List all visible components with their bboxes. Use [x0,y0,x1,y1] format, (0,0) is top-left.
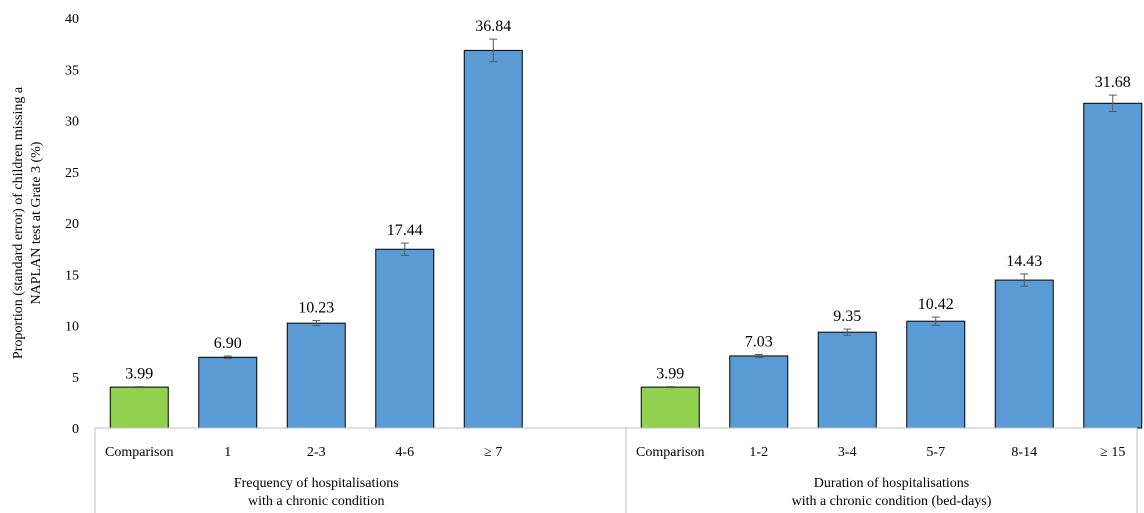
y-tick-label: 20 [65,217,79,232]
y-axis-label: Proportion (standard error) of children … [11,86,44,359]
data-label: 31.68 [1095,74,1131,91]
error-bar [754,353,763,358]
y-tick-label: 10 [65,320,79,335]
y-tick-label: 5 [72,371,79,386]
category-label: 8-14 [1011,445,1037,460]
bar [994,279,1054,429]
error-bar [400,242,409,256]
bar [109,386,169,429]
group-label: with a chronic condition [248,494,384,509]
category-label: ≥ 15 [1100,445,1125,460]
error-bar [223,355,232,360]
data-label: 10.23 [298,300,334,317]
bar [729,355,789,429]
group-label: Frequency of hospitalisations [234,476,399,491]
category-label: 1 [224,445,231,460]
data-label: 36.84 [475,18,511,35]
y-tick-label: 25 [65,166,79,181]
y-tick-label: 40 [65,12,79,27]
bar [1083,102,1143,429]
bar [286,322,346,429]
error-bar [666,386,675,389]
group-label: Duration of hospitalisations [814,476,970,491]
data-label: 6.90 [214,335,242,352]
category-label: Comparison [636,445,704,460]
error-bar [1108,94,1117,112]
data-label: 7.03 [745,333,773,350]
error-bar [135,386,144,389]
error-bar [843,328,852,336]
y-axis-label-line-2: NAPLAN test at Grate 3 (%) [29,141,44,304]
data-label: 3.99 [656,366,684,383]
data-label: 10.42 [918,296,954,313]
bars [109,38,1143,429]
y-axis-label-line-1: Proportion (standard error) of children … [11,86,26,359]
group-label: with a chronic condition (bed-days) [792,494,992,509]
bar [463,49,523,429]
y-axis-ticks: 0 5 10 15 20 25 30 35 40 [65,12,79,437]
error-bar [931,316,940,326]
data-label: 14.43 [1006,253,1042,270]
category-label: 5-7 [926,445,945,460]
bar [198,356,258,429]
error-bar [1020,273,1029,287]
category-label: 2-3 [307,445,326,460]
data-label: 17.44 [387,222,423,239]
error-bar [489,38,498,63]
data-label: 9.35 [833,308,861,325]
y-tick-label: 0 [72,422,79,437]
category-label: 3-4 [838,445,857,460]
bar [906,320,966,429]
y-tick-label: 15 [65,268,79,283]
axes [94,427,1138,513]
y-tick-label: 35 [65,63,79,78]
error-bar [312,320,321,327]
bar [817,331,877,429]
y-tick-label: 30 [65,115,79,130]
category-label: ≥ 7 [484,445,502,460]
bar [375,248,435,429]
category-label: 4-6 [395,445,414,460]
category-labels: 3.99 Comparison 6.90 1 10.23 2-3 17.44 4-6 36.84… [105,18,1131,509]
category-label: Comparison [105,445,173,460]
category-label: 1-2 [749,445,768,460]
bar [640,386,700,429]
data-label: 3.99 [125,366,153,383]
